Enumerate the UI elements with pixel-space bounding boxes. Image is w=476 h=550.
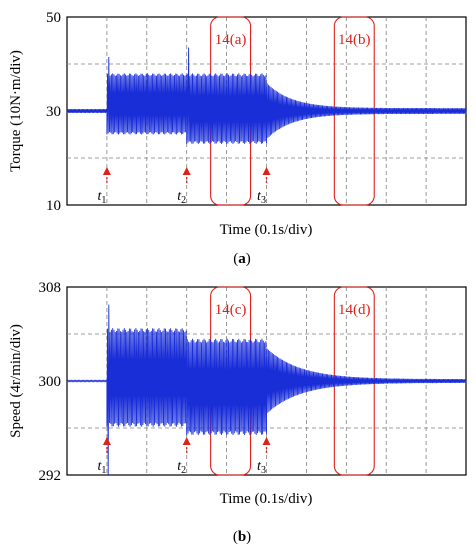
time-marker-symbol: t bbox=[257, 459, 262, 474]
y-tick-labels: 292 300 308 bbox=[39, 280, 62, 484]
y-tick-label: 300 bbox=[39, 374, 62, 390]
time-marker-subscript: 2 bbox=[181, 195, 186, 206]
panel-label: (a) bbox=[233, 251, 251, 267]
panel-label-letter: b bbox=[238, 529, 246, 545]
time-marker-symbol: t bbox=[177, 459, 182, 474]
y-tick-label: 50 bbox=[46, 10, 61, 26]
time-marker-subscript: 3 bbox=[261, 465, 266, 476]
time-marker-label: t3 bbox=[257, 189, 266, 206]
panel-label: (b) bbox=[233, 529, 251, 545]
time-marker-subscript: 1 bbox=[101, 195, 106, 206]
speed-signal bbox=[66, 304, 467, 476]
time-marker-arrowhead bbox=[102, 167, 111, 175]
time-marker-symbol: t bbox=[257, 189, 262, 204]
y-tick-label: 292 bbox=[39, 468, 62, 484]
time-marker-label: t2 bbox=[177, 189, 186, 206]
time-marker-subscript: 3 bbox=[261, 195, 266, 206]
time-marker-symbol: t bbox=[97, 459, 102, 474]
time-marker-symbol: t bbox=[97, 189, 102, 204]
y-tick-labels: 10 30 50 bbox=[46, 10, 61, 214]
signal-trace bbox=[66, 304, 467, 476]
time-marker-arrowhead bbox=[262, 167, 271, 175]
time-markers: t1 t2 t3 bbox=[97, 167, 271, 206]
time-marker-arrowhead bbox=[182, 437, 191, 445]
panel-label-letter: a bbox=[238, 251, 246, 267]
y-tick-label: 10 bbox=[46, 198, 61, 214]
torque-signal bbox=[66, 47, 467, 144]
analysis-window-label: 14(b) bbox=[338, 32, 371, 48]
time-marker-label: t2 bbox=[177, 459, 186, 476]
time-marker-label: t1 bbox=[97, 189, 106, 206]
x-axis-label: Time (0.1s/div) bbox=[220, 491, 313, 507]
time-marker-arrowhead bbox=[262, 437, 271, 445]
x-axis-label: Time (0.1s/div) bbox=[220, 222, 313, 238]
time-markers: t1 t2 t3 bbox=[97, 437, 271, 476]
y-tick-label: 30 bbox=[46, 104, 61, 120]
analysis-window-label: 14(a) bbox=[215, 32, 247, 48]
y-axis-label: Speed (4r/min/div) bbox=[8, 324, 24, 438]
time-marker-arrowhead bbox=[102, 437, 111, 445]
time-marker-arrowhead bbox=[182, 167, 191, 175]
time-marker-label: t1 bbox=[97, 459, 106, 476]
y-axis-label: Torque (10N·m/div) bbox=[8, 50, 24, 172]
time-marker-subscript: 2 bbox=[181, 465, 186, 476]
y-tick-label: 308 bbox=[39, 280, 62, 296]
analysis-window-label: 14(d) bbox=[338, 302, 371, 318]
time-marker-subscript: 1 bbox=[101, 465, 106, 476]
signal-trace bbox=[66, 47, 467, 144]
time-marker-label: t3 bbox=[257, 459, 266, 476]
time-marker-symbol: t bbox=[177, 189, 182, 204]
analysis-window-label: 14(c) bbox=[215, 302, 247, 318]
